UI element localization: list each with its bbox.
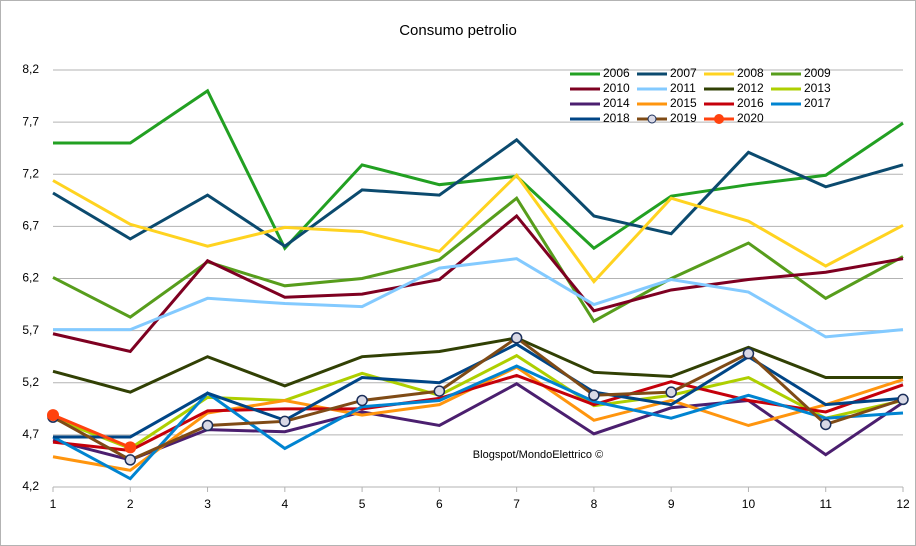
series-line: [52, 364, 904, 481]
legend-label: 2009: [804, 66, 831, 80]
series-line: [52, 373, 904, 453]
x-tick-label: 5: [359, 497, 366, 511]
legend-label: 2006: [603, 66, 630, 80]
y-tick-label: 5,7: [22, 323, 39, 337]
series-line: [53, 88, 904, 251]
legend-label: 2020: [737, 111, 764, 125]
marker: [201, 419, 214, 432]
annotation: Blogspot/MondoElettrico ©: [473, 449, 603, 461]
x-tick-label: 4: [281, 497, 288, 511]
marker: [742, 347, 755, 360]
legend-label: 2010: [603, 81, 630, 95]
legend-marker: [647, 114, 657, 124]
x-tick-label: 6: [436, 497, 443, 511]
x-tick-label: 1: [50, 497, 57, 511]
marker: [124, 454, 137, 466]
marker: [124, 441, 137, 454]
legend-label: 2019: [670, 111, 697, 125]
y-tick-label: 7,2: [22, 166, 39, 180]
marker: [665, 386, 677, 398]
series-line: [52, 336, 903, 394]
x-tick-label: 7: [513, 497, 520, 511]
marker: [510, 332, 523, 344]
legend-label: 2016: [737, 96, 764, 110]
x-tick-label: 3: [204, 497, 211, 511]
series-line: [52, 382, 904, 462]
x-tick-label: 8: [591, 497, 598, 511]
legend-marker: [714, 114, 724, 124]
series-line: [53, 257, 904, 339]
series-line: [52, 336, 904, 462]
marker: [433, 385, 446, 397]
legend-label: 2018: [603, 111, 630, 125]
y-tick-label: 6,7: [22, 219, 39, 233]
marker: [47, 409, 59, 422]
legend-label: 2017: [804, 96, 831, 110]
series-line: [52, 196, 904, 324]
series-line: [52, 137, 904, 249]
legend-label: 2012: [737, 81, 764, 95]
legend-label: 2007: [670, 66, 697, 80]
marker: [897, 393, 909, 406]
x-tick-label: 12: [896, 497, 910, 511]
y-tick-label: 7,7: [22, 114, 39, 128]
y-tick-label: 8,2: [22, 62, 39, 76]
y-tick-label: 4,2: [22, 479, 39, 493]
marker: [279, 415, 291, 428]
legend-label: 2008: [737, 66, 764, 80]
legend-label: 2015: [670, 96, 697, 110]
y-tick-label: 4,7: [22, 427, 39, 441]
legend-label: 2013: [804, 81, 831, 95]
legend-label: 2011: [670, 81, 696, 95]
series-line: [52, 173, 904, 284]
chart-title: Consumo petrolio: [399, 22, 517, 39]
y-tick-label: 5,2: [22, 375, 39, 389]
series-line: [52, 213, 904, 354]
legend-label: 2014: [603, 96, 630, 110]
marker: [356, 394, 368, 407]
series-line: [52, 413, 131, 449]
marker: [819, 418, 832, 431]
x-tick-label: 11: [819, 497, 832, 511]
x-tick-label: 9: [668, 497, 675, 511]
y-tick-label: 6,2: [22, 271, 39, 285]
x-tick-label: 10: [742, 497, 756, 511]
marker: [588, 389, 600, 402]
x-tick-label: 2: [127, 497, 134, 511]
